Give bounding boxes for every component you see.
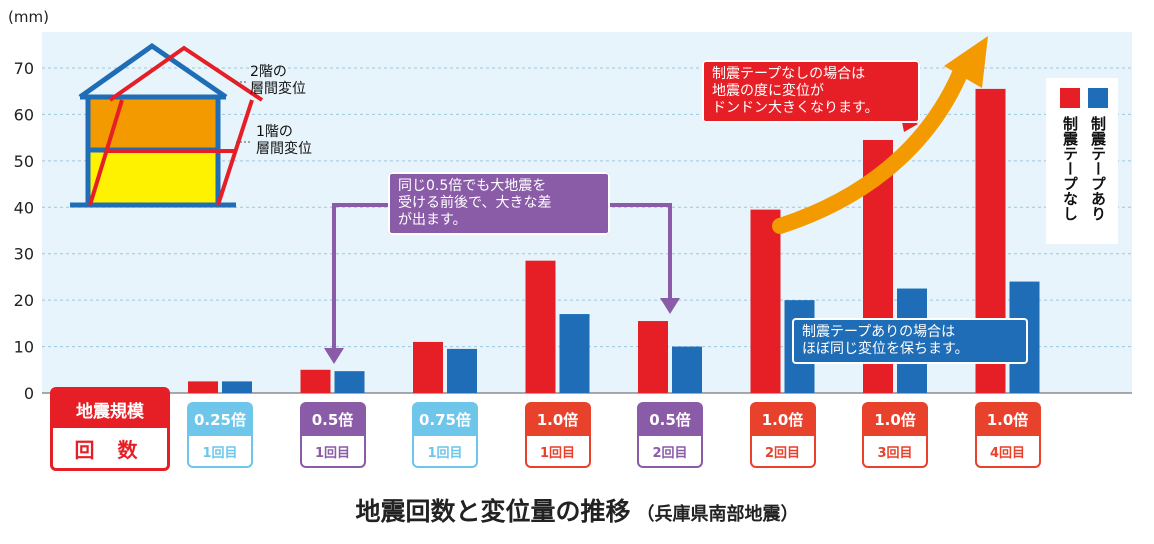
category-badge: 0.75倍 1回目 bbox=[412, 402, 478, 472]
annotation-purple-arrowhead-right bbox=[660, 298, 680, 314]
bar-no-tape bbox=[300, 369, 331, 393]
category-badge: 1.0倍 1回目 bbox=[524, 402, 591, 472]
category-badge: 1.0倍 4回目 bbox=[974, 402, 1041, 472]
bar-no-tape bbox=[750, 209, 781, 393]
category-badge-scale: 0.75倍 bbox=[412, 402, 478, 436]
bar-with-tape bbox=[672, 346, 702, 393]
bar-with-tape bbox=[222, 381, 252, 393]
y-tick-label: 70 bbox=[14, 59, 34, 78]
y-tick-label: 20 bbox=[14, 291, 34, 310]
y-unit-label: (mm) bbox=[8, 8, 49, 26]
annotation-purple-connector-right bbox=[606, 203, 672, 300]
y-tick-label: 0 bbox=[24, 384, 34, 403]
chart-title: 地震回数と変位量の推移 （兵庫県南部地震） bbox=[0, 492, 1154, 528]
row-label-count: 回 数 bbox=[74, 437, 146, 462]
annotation-red-line1: 制震テープなしの場合は bbox=[712, 66, 866, 82]
category-badge: 0.5倍 2回目 bbox=[637, 402, 703, 472]
row-label-box: 地震規模 回 数 bbox=[50, 387, 170, 471]
legend: 制震テープなし 制震テープあり bbox=[1046, 78, 1118, 244]
category-badge-count: 4回目 bbox=[974, 436, 1041, 468]
house-label-floor2-line1: 2階の bbox=[250, 64, 287, 80]
bar-no-tape bbox=[638, 321, 668, 393]
trend-arrow-shaft bbox=[772, 56, 972, 234]
annotation-purple-arrowhead-left bbox=[324, 348, 344, 364]
house-label-floor2-line2: 層間変位 bbox=[250, 81, 306, 97]
category-badge-count: 1回目 bbox=[412, 436, 478, 468]
category-badge-scale: 0.5倍 bbox=[299, 402, 366, 436]
category-badge-scale: 1.0倍 bbox=[524, 402, 591, 436]
annotation-red-line3: ドンドン大きくなります。 bbox=[712, 100, 879, 116]
annotation-blue-line1: 制震テープありの場合は bbox=[802, 324, 956, 340]
y-tick-label: 10 bbox=[14, 338, 34, 357]
annotation-purple-line2: 受ける前後で、大きな差 bbox=[398, 195, 552, 211]
annotation-blue-line2: ほぼ同じ変位を保ちます。 bbox=[802, 341, 969, 357]
row-label-scale: 地震規模 bbox=[53, 390, 167, 428]
category-badge-count: 1回目 bbox=[524, 436, 591, 468]
category-badge-count: 2回目 bbox=[637, 436, 703, 468]
category-badge: 0.25倍 1回目 bbox=[187, 402, 253, 472]
legend-swatch-with-tape bbox=[1088, 88, 1108, 108]
category-badge-scale: 0.5倍 bbox=[637, 402, 703, 436]
house-roof-red bbox=[108, 45, 264, 102]
category-badge-count: 1回目 bbox=[187, 436, 253, 468]
annotation-blue: 制震テープありの場合は ほぼ同じ変位を保ちます。 bbox=[792, 318, 1028, 364]
category-badge: 1.0倍 3回目 bbox=[862, 402, 928, 472]
bar-no-tape bbox=[188, 381, 218, 393]
annotation-purple-line1: 同じ0.5倍でも大地震を bbox=[398, 178, 547, 194]
y-tick-label: 30 bbox=[14, 245, 34, 264]
annotation-purple-line3: が出ます。 bbox=[398, 212, 467, 228]
category-badge-scale: 1.0倍 bbox=[974, 402, 1041, 436]
annotation-red-line2: 地震の度に変位が bbox=[712, 83, 824, 99]
y-tick-label: 40 bbox=[14, 198, 34, 217]
category-badge-scale: 1.0倍 bbox=[749, 402, 816, 436]
category-badge-count: 3回目 bbox=[862, 436, 928, 468]
house-floor1-fill bbox=[88, 150, 218, 205]
legend-label-with-tape: 制震テープあり bbox=[1089, 116, 1107, 221]
house-label-floor1-line2: 層間変位 bbox=[256, 141, 312, 157]
chart-subtitle: （兵庫県南部地震） bbox=[636, 504, 799, 525]
bar-with-tape bbox=[447, 348, 477, 393]
bar-with-tape bbox=[334, 371, 365, 393]
bar-with-tape bbox=[559, 314, 590, 393]
house-label-floor2: 2階の 層間変位 bbox=[250, 64, 306, 98]
legend-label-no-tape: 制震テープなし bbox=[1061, 116, 1079, 221]
category-badge-scale: 0.25倍 bbox=[187, 402, 253, 436]
y-tick-label: 50 bbox=[14, 152, 34, 171]
category-badge-count: 2回目 bbox=[749, 436, 816, 468]
annotation-red: 制震テープなしの場合は 地震の度に変位が ドンドン大きくなります。 bbox=[702, 60, 920, 123]
category-badge: 1.0倍 2回目 bbox=[749, 402, 816, 472]
trend-arrow-head bbox=[944, 36, 988, 88]
annotation-purple-connector-left bbox=[332, 203, 392, 352]
legend-swatch-no-tape bbox=[1060, 88, 1080, 108]
category-badge-scale: 1.0倍 bbox=[862, 402, 928, 436]
chart-title-main: 地震回数と変位量の推移 bbox=[355, 497, 631, 526]
y-tick-label: 60 bbox=[14, 105, 34, 124]
house-roof-blue bbox=[78, 42, 228, 100]
bar-no-tape bbox=[413, 341, 443, 393]
category-badge-count: 1回目 bbox=[299, 436, 366, 468]
category-badge: 0.5倍 1回目 bbox=[299, 402, 366, 472]
annotation-purple: 同じ0.5倍でも大地震を 受ける前後で、大きな差 が出ます。 bbox=[388, 172, 610, 235]
house-label-floor1-line1: 1階の bbox=[256, 124, 293, 140]
house-label-floor1: 1階の 層間変位 bbox=[256, 124, 312, 158]
bar-no-tape bbox=[525, 260, 556, 393]
